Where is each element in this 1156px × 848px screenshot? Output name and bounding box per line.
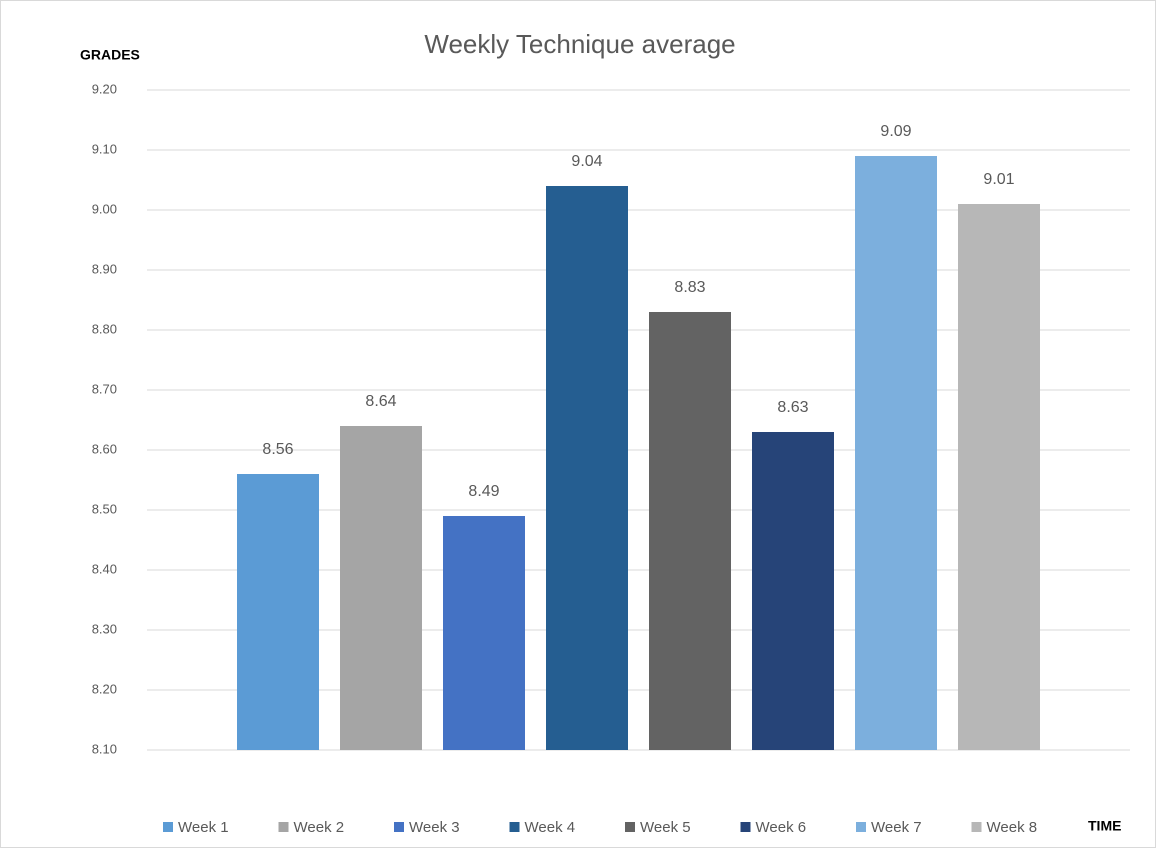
y-tick-label: 8.80 <box>92 321 117 336</box>
bar <box>649 312 731 750</box>
data-label: 9.04 <box>571 153 602 170</box>
y-tick-label: 8.50 <box>92 501 117 516</box>
y-tick-label: 9.20 <box>92 81 117 96</box>
data-label: 8.63 <box>777 399 808 416</box>
y-tick-label: 8.30 <box>92 621 117 636</box>
legend-swatch <box>163 822 173 832</box>
legend-label: Week 6 <box>756 819 807 836</box>
legend-swatch <box>856 822 866 832</box>
legend-swatch <box>625 822 635 832</box>
y-tick-label: 8.90 <box>92 261 117 276</box>
legend-label: Week 2 <box>294 819 345 836</box>
bar <box>340 426 422 750</box>
legend-swatch <box>971 822 982 832</box>
y-tick-label: 9.10 <box>92 141 117 156</box>
chart-title: Weekly Technique average <box>424 29 735 59</box>
legend-label: Week 5 <box>640 819 691 836</box>
bar <box>237 474 319 750</box>
legend-label: Week 4 <box>525 819 576 836</box>
legend-swatch <box>509 822 520 832</box>
legend-swatch <box>394 822 404 832</box>
legend-label: Week 7 <box>871 819 922 836</box>
y-axis-label: GRADES <box>80 47 140 63</box>
bar <box>958 204 1040 750</box>
bar <box>855 156 937 750</box>
legend-label: Week 1 <box>178 819 229 836</box>
data-label: 8.83 <box>674 279 705 296</box>
x-axis-label: TIME <box>1088 818 1121 834</box>
legend-label: Week 3 <box>409 819 460 836</box>
y-tick-label: 8.10 <box>92 741 117 756</box>
y-tick-label: 8.20 <box>92 681 117 696</box>
bar <box>443 516 525 750</box>
y-tick-label: 8.70 <box>92 381 117 396</box>
data-label: 8.49 <box>468 483 499 500</box>
legend-swatch <box>740 822 751 832</box>
bar <box>546 186 628 750</box>
data-label: 8.56 <box>262 441 293 458</box>
data-label: 9.01 <box>983 171 1014 188</box>
y-tick-label: 8.40 <box>92 561 117 576</box>
legend-label: Week 8 <box>987 819 1038 836</box>
y-tick-label: 9.00 <box>92 201 117 216</box>
y-tick-label: 8.60 <box>92 441 117 456</box>
legend-swatch <box>278 822 289 832</box>
data-label: 9.09 <box>880 123 911 140</box>
bar <box>752 432 834 750</box>
data-label: 8.64 <box>365 393 396 410</box>
